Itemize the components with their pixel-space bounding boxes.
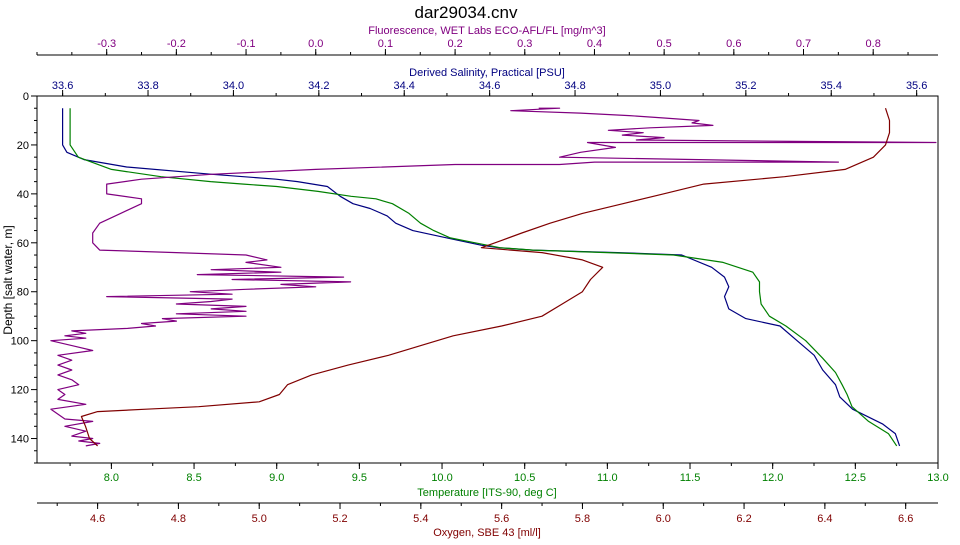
sal-tick-label: 33.8 xyxy=(137,80,158,92)
oxy-series-line xyxy=(80,108,891,447)
oxy-tick-label: 6.6 xyxy=(898,513,913,525)
oxy-tick-label: 6.4 xyxy=(817,513,832,525)
oxygen-axis-label: Oxygen, SBE 43 [ml/l] xyxy=(433,527,541,539)
sal-tick-label: 34.4 xyxy=(394,80,415,92)
oxy-tick-label: 6.2 xyxy=(736,513,751,525)
oxy-tick-label: 5.0 xyxy=(252,513,267,525)
fluor-tick-label: 0.8 xyxy=(866,38,881,50)
fluor-tick-label: -0.3 xyxy=(97,38,116,50)
depth-tick-label: 120 xyxy=(11,385,29,397)
depth-tick-label: 60 xyxy=(17,238,29,250)
oxy-tick-label: 5.2 xyxy=(332,513,347,525)
depth-tick-label: 140 xyxy=(11,434,29,446)
depth-tick-label: 0 xyxy=(23,91,29,103)
fluor-tick-label: -0.2 xyxy=(167,38,186,50)
sal-tick-label: 34.0 xyxy=(223,80,244,92)
temp-tick-label: 12.0 xyxy=(762,472,783,484)
temp-tick-label: 13.0 xyxy=(927,472,948,484)
oxy-tick-label: 5.6 xyxy=(494,513,509,525)
sal-tick-label: 34.2 xyxy=(308,80,329,92)
fluor-tick-label: -0.1 xyxy=(237,38,256,50)
sal-axis: 33.6 33.8 34.0 34.2 34.4 34.6 34.8 35.0 35.2 35.4… xyxy=(52,80,927,96)
sal-tick-label: 33.6 xyxy=(52,80,73,92)
depth-tick-label: 40 xyxy=(17,189,29,201)
temp-tick-label: 8.0 xyxy=(104,472,119,484)
temp-tick-label: 11.5 xyxy=(680,472,701,484)
fluor-tick-label: 0.6 xyxy=(726,38,741,50)
temp-tick-label: 10.0 xyxy=(431,472,452,484)
oxy-tick-label: 5.4 xyxy=(413,513,428,525)
fluor-tick-label: 0.2 xyxy=(447,38,462,50)
temp-tick-label: 11.0 xyxy=(597,472,618,484)
sal-tick-label: 34.8 xyxy=(564,80,585,92)
oxy-tick-label: 5.8 xyxy=(575,513,590,525)
sal-tick-label: 35.2 xyxy=(735,80,756,92)
temp-series-line xyxy=(69,108,898,447)
depth-tick-label: 20 xyxy=(17,140,29,152)
temp-tick-label: 8.5 xyxy=(186,472,201,484)
temp-tick-label: 10.5 xyxy=(514,472,535,484)
depth-tick-label: 100 xyxy=(11,336,29,348)
depth-axis: 0 20 40 60 80 100 120 140 xyxy=(11,91,37,464)
temp-axis: 8.0 8.5 9.0 9.5 10.0 10.5 11.0 11.5 12.0 12.5 13.0 xyxy=(69,463,949,484)
sal-tick-label: 34.6 xyxy=(479,80,500,92)
fluor-tick-label: 0.4 xyxy=(587,38,602,50)
fluor-series-line xyxy=(50,107,937,447)
temp-tick-label: 9.0 xyxy=(269,472,284,484)
sal-tick-label: 35.4 xyxy=(821,80,842,92)
fluor-tick-label: 0.0 xyxy=(308,38,323,50)
oxy-tick-label: 4.8 xyxy=(171,513,186,525)
fluor-tick-label: 0.3 xyxy=(517,38,532,50)
salinity-axis-label: Derived Salinity, Practical [PSU] xyxy=(409,67,565,79)
temperature-axis-label: Temperature [ITS-90, deg C] xyxy=(417,487,556,499)
oxy-axis: 4.6 4.8 5.0 5.2 5.4 5.6 5.8 6.0 6.2 6.4 6.6 xyxy=(37,502,938,525)
sal-series-line xyxy=(61,108,901,447)
fluorescence-axis-label: Fluorescence, WET Labs ECO-AFL/FL [mg/m^… xyxy=(368,25,605,37)
sal-tick-label: 35.6 xyxy=(906,80,927,92)
depth-tick-label: 80 xyxy=(17,287,29,299)
depth-axis-label: Depth [salt water, m] xyxy=(1,225,15,334)
temp-tick-label: 12.5 xyxy=(845,472,866,484)
chart-title: dar29034.cnv xyxy=(414,3,518,22)
temp-tick-label: 9.5 xyxy=(352,472,367,484)
fluor-tick-label: 0.5 xyxy=(656,38,671,50)
fluor-tick-label: 0.1 xyxy=(378,38,393,50)
oxy-tick-label: 4.6 xyxy=(90,513,105,525)
sal-tick-label: 35.0 xyxy=(650,80,671,92)
fluor-tick-label: 0.7 xyxy=(796,38,811,50)
oxy-tick-label: 6.0 xyxy=(656,513,671,525)
fluor-axis: -0.3 -0.2 -0.1 0.0 0.1 0.2 0.3 0.4 0.5 0.6 0.7 0.8 xyxy=(36,38,938,56)
